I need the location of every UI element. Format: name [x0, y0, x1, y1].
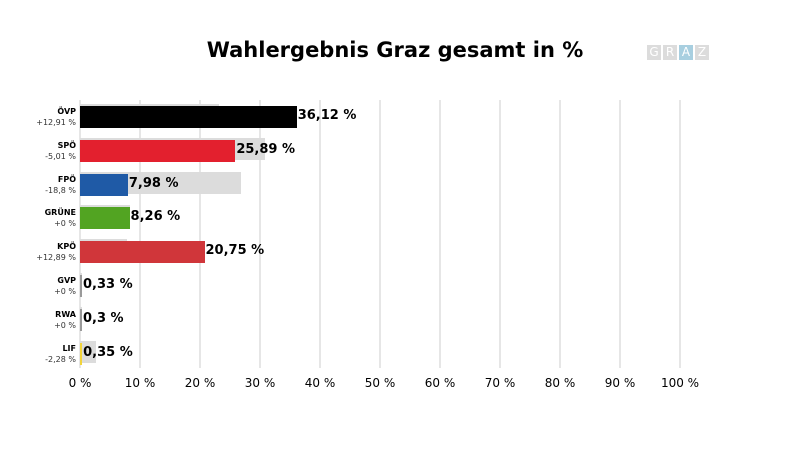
party-name: SPÖ	[57, 140, 76, 150]
party-diff: -2,28 %	[45, 354, 76, 364]
party-name: FPÖ	[57, 174, 76, 184]
party-diff: +12,91 %	[36, 118, 76, 127]
party-label: RWA +0 %	[54, 309, 76, 331]
value-label: 7,98 %	[128, 175, 179, 191]
party-name: KPÖ	[57, 242, 76, 252]
gridline	[499, 100, 501, 368]
party-name: RWA	[55, 309, 76, 319]
x-tick-label: 100 %	[660, 376, 700, 390]
gridline	[619, 100, 621, 368]
gridline	[379, 100, 381, 368]
result-bar[interactable]	[80, 308, 82, 331]
party-diff: +0 %	[54, 287, 76, 296]
x-tick-label: 40 %	[304, 376, 336, 390]
result-bar[interactable]	[80, 173, 128, 196]
bar-row-kpö[interactable]: 20,75 % KPÖ +12,89 %	[36, 235, 680, 269]
x-tick-label: 10 %	[124, 376, 156, 390]
logo-letter: Z	[695, 45, 709, 60]
bar-row-fpö[interactable]: 7,98 % FPÖ -18,8 %	[45, 168, 680, 202]
gridline	[79, 100, 81, 368]
bar-row-gvp[interactable]: 0,33 % GVP +0 %	[54, 269, 680, 303]
value-label: 0,35 %	[83, 344, 133, 360]
value-label: 0,33 %	[83, 277, 133, 292]
logo-letter: G	[647, 45, 661, 60]
x-tick-label: 30 %	[244, 376, 276, 390]
x-tick-label: 70 %	[484, 376, 516, 390]
bar-chart-plot: 36,12 % ÖVP +12,91 % 25,89 % SPÖ -5,01 % 7,98 …	[36, 100, 681, 371]
gridline	[559, 100, 561, 368]
previous-result-bar	[80, 340, 96, 363]
result-bar[interactable]	[80, 275, 82, 297]
gridline	[199, 100, 201, 368]
graz-logo: G R A Z	[647, 45, 709, 60]
gridline	[439, 100, 441, 368]
party-label: KPÖ +12,89 %	[36, 241, 76, 263]
value-label: 0,3 %	[83, 310, 124, 326]
result-bar[interactable]	[80, 139, 236, 162]
x-tick-label: 90 %	[604, 376, 636, 390]
x-tick-label: 80 %	[544, 376, 576, 390]
party-label: ÖVP +12,91 %	[36, 106, 76, 128]
gridline	[259, 100, 261, 368]
result-bar[interactable]	[80, 241, 205, 264]
value-label: 8,26 %	[130, 209, 181, 225]
x-axis: 0 % 10 % 20 % 30 % 40 % 50 % 60 % 70 % 80 % 90 % 1…	[69, 376, 699, 392]
logo-letter: A	[679, 45, 693, 60]
value-label: 36,12 %	[297, 108, 357, 123]
gridline	[319, 100, 321, 368]
x-tick-label: 50 %	[364, 376, 396, 390]
party-label: GRÜNE +0 %	[45, 207, 76, 229]
x-tick-label: 0 %	[68, 376, 92, 390]
bar-row-spö[interactable]: 25,89 % SPÖ -5,01 %	[45, 134, 680, 168]
result-bar[interactable]	[80, 106, 297, 128]
party-label: LIF -2,28 %	[45, 343, 76, 365]
party-name: LIF	[62, 343, 76, 353]
logo-letter: R	[663, 45, 677, 60]
party-name: GRÜNE	[44, 208, 76, 218]
party-label: FPÖ -18,8 %	[45, 174, 76, 196]
party-diff: -18,8 %	[45, 185, 76, 195]
gridline	[679, 100, 681, 368]
party-label: SPÖ -5,01 %	[45, 140, 76, 162]
party-name: GVP	[57, 276, 76, 285]
party-name: ÖVP	[57, 107, 76, 116]
result-bar[interactable]	[80, 207, 130, 230]
party-diff: +0 %	[54, 320, 76, 330]
result-bar[interactable]	[80, 342, 83, 365]
party-diff: +12,89 %	[36, 253, 76, 263]
gridline	[139, 100, 141, 368]
value-label: 20,75 %	[205, 243, 265, 259]
value-label: 25,89 %	[236, 141, 295, 157]
chart-title: Wahlergebnis Graz gesamt in %	[206, 38, 584, 62]
bar-row-rwa[interactable]: 0,3 % RWA +0 %	[54, 303, 680, 337]
party-label: GVP +0 %	[54, 275, 76, 297]
bar-row-grüne[interactable]: 8,26 % GRÜNE +0 %	[45, 201, 680, 235]
party-diff: -5,01 %	[45, 151, 76, 161]
bar-row-övp[interactable]: 36,12 % ÖVP +12,91 %	[36, 100, 680, 134]
bar-row-lif[interactable]: 0,35 % LIF -2,28 %	[45, 337, 680, 371]
x-tick-label: 60 %	[424, 376, 456, 390]
party-diff: +0 %	[54, 219, 76, 229]
x-tick-label: 20 %	[184, 376, 216, 390]
